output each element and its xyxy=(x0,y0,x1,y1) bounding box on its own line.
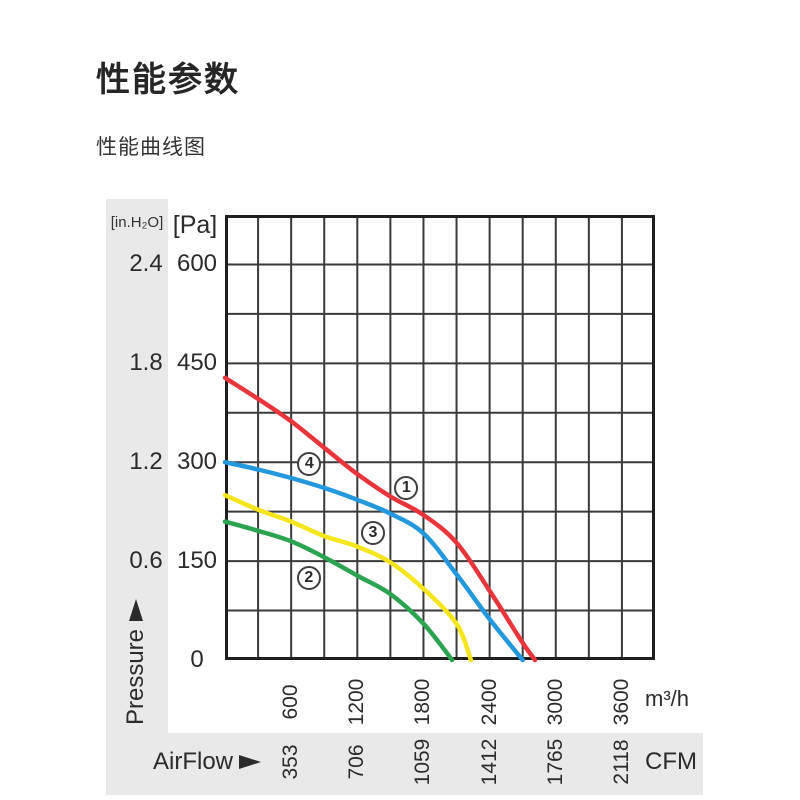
chart-subtitle: 性能曲线图 xyxy=(96,136,206,159)
y-axis-unit-pa: [Pa] xyxy=(172,211,218,239)
x-axis-unit-m3h: m³/h xyxy=(645,686,689,711)
y-tick-inh2o-1.8: 1.8 xyxy=(129,349,163,377)
x-tick-m3h-3600: 3600 xyxy=(609,678,633,726)
plot-border xyxy=(225,215,655,660)
x-tick-cfm-1059: 1059 xyxy=(411,738,435,786)
airflow-axis-label: AirFlow xyxy=(153,747,262,777)
performance-curve-4 xyxy=(222,459,525,663)
curve-marker-2: 2 xyxy=(296,565,321,590)
x-tick-cfm-353: 353 xyxy=(279,744,303,780)
curve-marker-4: 4 xyxy=(297,451,322,476)
y-tick-inh2o-0.6: 0.6 xyxy=(129,547,163,575)
airflow-axis-label-text: AirFlow xyxy=(153,748,234,775)
x-tick-m3h-3000: 3000 xyxy=(543,678,567,726)
x-axis-unit-cfm: CFM xyxy=(645,748,697,775)
curve-marker-1: 1 xyxy=(394,475,419,500)
y-axis-unit-inh2o: [in.H₂O] xyxy=(110,214,164,231)
pressure-axis-label: Pressure xyxy=(122,598,150,726)
performance-curve-3 xyxy=(222,492,474,663)
x-tick-cfm-2118: 2118 xyxy=(609,739,633,785)
x-tick-m3h-600: 600 xyxy=(279,684,303,720)
y-tick-pa-0: 0 xyxy=(190,646,204,673)
pressure-axis-label-text: Pressure xyxy=(122,628,149,726)
y-tick-pa-450: 450 xyxy=(176,349,218,377)
y-tick-pa-600: 600 xyxy=(176,250,218,278)
x-axis-band xyxy=(106,733,703,795)
performance-curve-1 xyxy=(222,375,538,663)
x-tick-m3h-1200: 1200 xyxy=(345,678,369,726)
y-axis-band xyxy=(106,199,168,795)
x-tick-cfm-706: 706 xyxy=(345,744,369,780)
y-tick-inh2o-2.4: 2.4 xyxy=(129,250,163,278)
x-tick-cfm-1765: 1765 xyxy=(543,738,567,786)
x-tick-m3h-1800: 1800 xyxy=(411,678,435,726)
y-tick-pa-150: 150 xyxy=(176,547,218,575)
pressure-arrow-icon xyxy=(129,598,143,621)
curve-marker-3: 3 xyxy=(360,521,385,546)
y-tick-pa-300: 300 xyxy=(176,448,218,476)
x-tick-cfm-1412: 1412 xyxy=(477,738,501,786)
page-title: 性能参数 xyxy=(96,61,240,99)
x-tick-m3h-2400: 2400 xyxy=(477,678,501,726)
y-tick-inh2o-1.2: 1.2 xyxy=(129,448,163,476)
performance-chart-plot xyxy=(222,215,655,663)
performance-curve-2 xyxy=(222,519,455,663)
airflow-arrow-icon xyxy=(239,755,262,769)
